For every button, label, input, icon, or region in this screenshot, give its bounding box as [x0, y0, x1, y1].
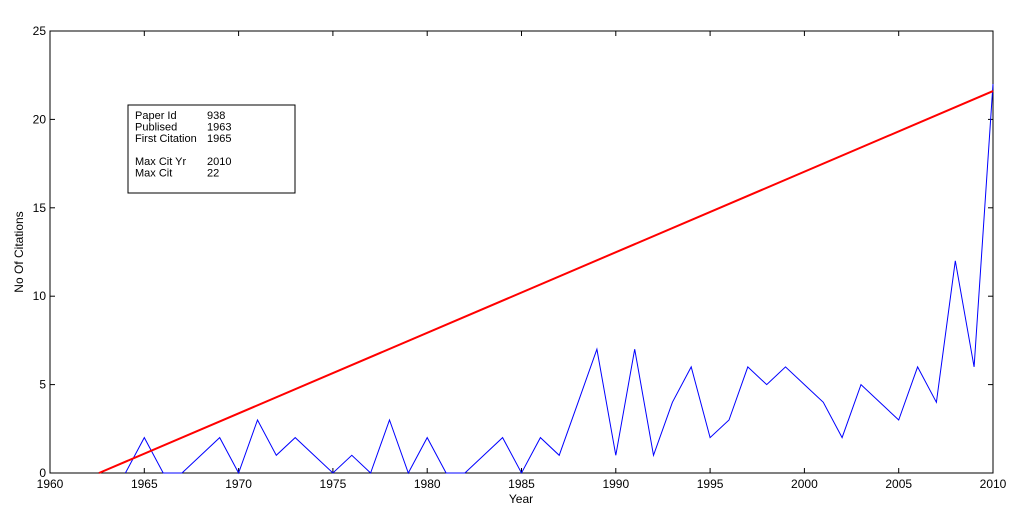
info-box-frame: [127, 104, 296, 194]
info-value: 2010: [207, 156, 231, 168]
citations-line: [124, 83, 994, 475]
info-value: 22: [207, 168, 219, 180]
info-box: Paper Id 938 Publised 1963 First Citation 196…: [127, 104, 296, 194]
x-tick-label: 2010: [980, 477, 1007, 491]
y-axis-label: No Of Citations: [12, 211, 26, 292]
info-label: Max Cit: [135, 168, 172, 180]
y-tick-label: 15: [33, 201, 47, 215]
x-tick-label: 1975: [320, 477, 347, 491]
info-value: 1963: [207, 122, 231, 134]
x-tick-label: 2005: [885, 477, 912, 491]
trend-line: [98, 90, 994, 474]
x-tick-label: 2000: [791, 477, 818, 491]
y-tick-label: 0: [39, 466, 46, 480]
x-tick-label: 1990: [602, 477, 629, 491]
info-label: Max Cit Yr: [135, 156, 186, 168]
y-tick-label: 25: [33, 24, 47, 38]
y-tick-label: 5: [39, 378, 46, 392]
y-tick-label: 20: [33, 112, 47, 126]
y-tick-label: 10: [33, 289, 47, 303]
x-axis-label: Year: [509, 492, 533, 506]
info-value: 938: [207, 110, 225, 122]
x-tick-label: 1985: [508, 477, 535, 491]
x-tick-label: 1980: [414, 477, 441, 491]
y-axis-ticks: 0 5 10 15 20 25: [33, 24, 993, 480]
info-value: 1965: [207, 133, 231, 145]
info-label: Publised: [135, 122, 177, 134]
info-label: Paper Id: [135, 110, 177, 122]
x-tick-label: 1965: [131, 477, 158, 491]
plot-area: [49, 30, 994, 474]
x-tick-label: 1960: [37, 477, 64, 491]
x-axis-ticks: 1960 1965 1970 1975 1980 1985 1990 1995 2000 2005…: [37, 31, 1007, 491]
x-tick-label: 1995: [697, 477, 724, 491]
x-tick-label: 1970: [225, 477, 252, 491]
series-lines: [98, 83, 994, 475]
info-label: First Citation: [135, 133, 197, 145]
